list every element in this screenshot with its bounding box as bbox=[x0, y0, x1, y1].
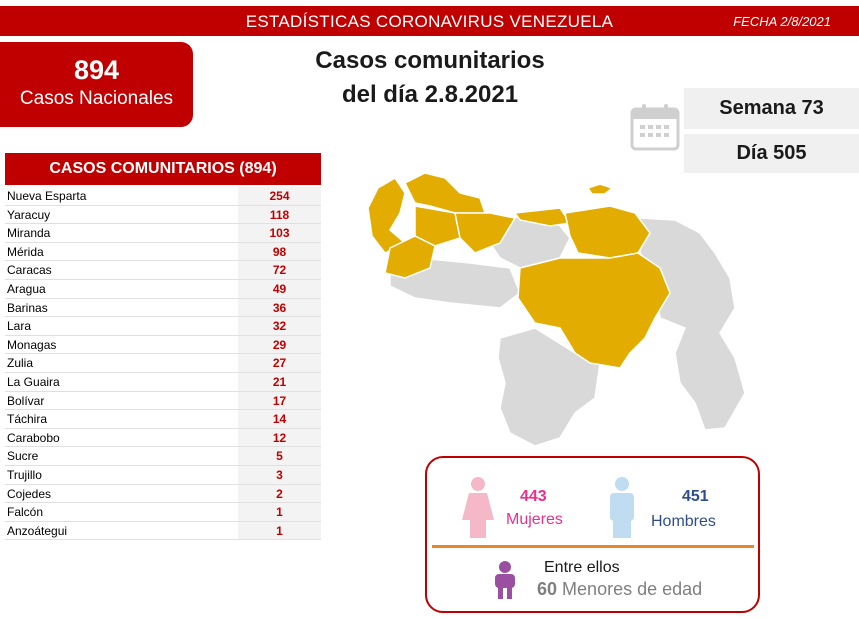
table-row: Trujillo 3 bbox=[5, 465, 321, 485]
woman-icon bbox=[462, 477, 494, 538]
state-name: Cojedes bbox=[7, 486, 52, 501]
state-cases: 49 bbox=[235, 279, 321, 298]
minors-label: Menores de edad bbox=[562, 579, 703, 599]
state-cases: 2 bbox=[235, 484, 321, 503]
gender-panel: 443 Mujeres 451 Hombres Entre ellos 60 M… bbox=[425, 456, 760, 613]
state-name: Bolívar bbox=[7, 393, 45, 408]
state-cases: 1 bbox=[235, 521, 321, 540]
table-row: Zulia 27 bbox=[5, 354, 321, 373]
map-region-zulia bbox=[367, 176, 407, 254]
state-cases: 29 bbox=[235, 335, 321, 354]
map-region-lara bbox=[414, 205, 461, 247]
state-cases: 3 bbox=[235, 465, 321, 484]
state-name: Zulia bbox=[7, 356, 34, 371]
week-label: Semana 73 bbox=[684, 88, 859, 129]
total-cases-label: Casos Nacionales bbox=[19, 88, 174, 109]
map-region-delta bbox=[639, 217, 746, 431]
table-row: Sucre 5 bbox=[5, 447, 321, 466]
state-name: Trujillo bbox=[7, 467, 42, 482]
state-cases: 1 bbox=[235, 503, 321, 521]
state-cases: 72 bbox=[235, 261, 321, 279]
state-cases: 254 bbox=[235, 187, 321, 205]
map-region-nueva-esparta bbox=[586, 183, 614, 195]
state-name: Aragua bbox=[7, 281, 46, 296]
table-title: CASOS COMUNITARIOS (894) bbox=[5, 153, 321, 185]
state-cases: 103 bbox=[235, 224, 321, 242]
state-name: Nueva Esparta bbox=[7, 189, 87, 203]
table-row: Cojedes 2 bbox=[5, 484, 321, 504]
map-region-oriente bbox=[564, 205, 651, 259]
state-cases: 36 bbox=[235, 298, 321, 317]
table-row: Anzoátegui 1 bbox=[5, 521, 321, 541]
state-cases: 17 bbox=[235, 391, 321, 410]
state-cases: 12 bbox=[235, 428, 321, 447]
state-name: Anzoátegui bbox=[7, 523, 68, 538]
minors-line: 60 Menores de edad bbox=[537, 579, 702, 600]
headline-line2: del día 2.8.2021 bbox=[341, 81, 519, 108]
table-row: Lara 32 bbox=[5, 317, 321, 336]
state-cases: 14 bbox=[235, 410, 321, 428]
table-row: Yaracuy 118 bbox=[5, 205, 321, 225]
divider bbox=[432, 545, 754, 548]
child-icon bbox=[495, 561, 515, 599]
state-name: Táchira bbox=[7, 412, 48, 427]
header-title: ESTADÍSTICAS CORONAVIRUS VENEZUELA bbox=[245, 12, 614, 31]
state-cases: 32 bbox=[235, 317, 321, 335]
man-icon bbox=[610, 477, 634, 538]
map-region-bolivar bbox=[517, 252, 671, 369]
table-row: Mérida 98 bbox=[5, 242, 321, 262]
women-count: 443 bbox=[520, 488, 547, 505]
headline: Casos comunitarios del día 2.8.2021 bbox=[300, 44, 560, 112]
state-name: Yaracuy bbox=[7, 207, 51, 222]
cases-table: Nueva Esparta 254 Yaracuy 118 Miranda 103 Méri… bbox=[5, 187, 321, 541]
map-region-andes bbox=[384, 235, 436, 279]
state-name: Caracas bbox=[7, 263, 52, 278]
venezuela-map bbox=[367, 172, 746, 447]
state-name: Sucre bbox=[7, 449, 39, 464]
total-cases-box: 894 Casos Nacionales bbox=[0, 42, 193, 127]
state-cases: 5 bbox=[235, 447, 321, 465]
state-cases: 27 bbox=[235, 354, 321, 372]
state-cases: 118 bbox=[235, 205, 321, 224]
day-label: Día 505 bbox=[684, 134, 859, 173]
table-row: Falcón 1 bbox=[5, 503, 321, 522]
state-cases: 98 bbox=[235, 242, 321, 261]
state-name: Monagas bbox=[7, 337, 57, 352]
headline-line1: Casos comunitarios bbox=[315, 47, 545, 74]
table-row: Carabobo 12 bbox=[5, 428, 321, 448]
state-name: Mérida bbox=[7, 244, 44, 259]
table-row: Nueva Esparta 254 bbox=[5, 187, 321, 206]
table-row: Barinas 36 bbox=[5, 298, 321, 318]
state-name: Miranda bbox=[7, 226, 51, 241]
header-date: FECHA 2/8/2021 bbox=[733, 14, 831, 29]
state-cases: 21 bbox=[235, 372, 321, 391]
men-count: 451 bbox=[682, 488, 709, 505]
map-region-falcon bbox=[403, 172, 487, 214]
state-name: Barinas bbox=[7, 300, 48, 315]
women-label: Mujeres bbox=[506, 511, 563, 528]
men-label: Hombres bbox=[651, 513, 716, 530]
state-name: La Guaira bbox=[7, 374, 60, 389]
table-row: Aragua 49 bbox=[5, 279, 321, 299]
state-name: Falcón bbox=[7, 505, 44, 520]
state-name: Lara bbox=[7, 319, 32, 334]
header-bar: ESTADÍSTICAS CORONAVIRUS VENEZUELA FECHA… bbox=[0, 6, 859, 36]
calendar-icon bbox=[630, 104, 680, 151]
total-cases-number: 894 bbox=[73, 55, 120, 85]
table-row: Miranda 103 bbox=[5, 224, 321, 243]
table-row: Bolívar 17 bbox=[5, 391, 321, 411]
map-region-miranda bbox=[513, 207, 572, 227]
table-row: La Guaira 21 bbox=[5, 372, 321, 392]
among-label: Entre ellos bbox=[544, 559, 620, 576]
state-name: Carabobo bbox=[7, 430, 60, 445]
table-row: Caracas 72 bbox=[5, 261, 321, 280]
map-region-centro bbox=[454, 212, 517, 254]
table-row: Táchira 14 bbox=[5, 410, 321, 429]
minors-count: 60 bbox=[537, 579, 558, 599]
table-row: Monagas 29 bbox=[5, 335, 321, 355]
